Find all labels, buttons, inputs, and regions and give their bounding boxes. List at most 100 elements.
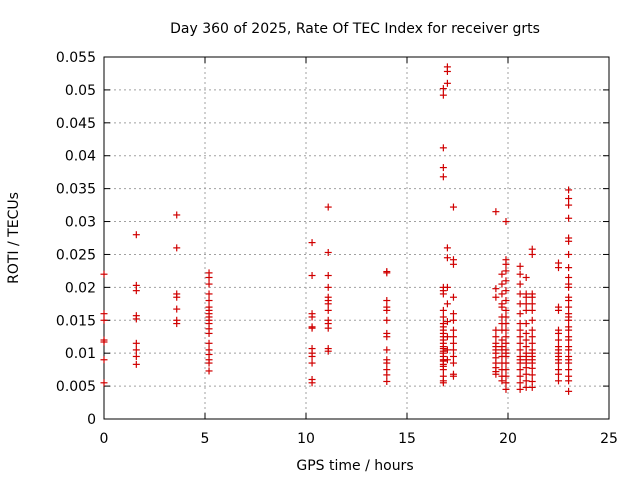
data-point [528,326,536,334]
data-point [324,345,332,353]
data-point [439,313,447,321]
data-point [516,270,524,278]
data-point [439,91,447,99]
data-point [383,329,391,337]
data-point [565,310,573,318]
data-point [443,283,451,291]
data-point [492,326,500,334]
data-point [132,339,140,347]
data-point [565,343,573,351]
y-tick-label: 0.055 [56,50,96,66]
data-point [502,326,510,334]
data-point [516,290,524,298]
data-point [132,231,140,239]
y-tick-label: 0 [87,412,96,428]
data-point [565,234,573,242]
data-point [516,262,524,270]
data-point [502,256,510,264]
data-point [449,346,457,354]
data-point [324,203,332,211]
data-point [565,366,573,374]
data-point [516,352,524,360]
grid-lines [104,57,609,419]
y-tick-label: 0.025 [56,247,96,263]
data-point [502,297,510,305]
x-tick-label: 15 [398,431,416,447]
data-point [516,310,524,318]
data-point [205,290,213,298]
x-tick-label: 10 [297,431,315,447]
data-point [522,370,530,378]
data-point [443,346,451,354]
data-point [383,377,391,385]
data-point [205,280,213,288]
data-point [555,336,562,344]
data-point [565,303,573,311]
data-point [383,316,391,324]
data-point [383,303,391,311]
data-point [498,300,506,308]
data-point [324,272,332,280]
data-point [528,245,536,253]
data-point [555,259,562,267]
data-point [443,356,451,364]
data-point [205,303,213,311]
data-point [502,339,510,347]
data-point [205,269,213,277]
data-point [449,326,457,334]
data-point [522,383,530,391]
data-point [528,383,536,391]
data-point [324,306,332,314]
data-point [516,366,524,374]
data-point [498,280,506,288]
data-point [492,208,500,216]
data-point [565,352,573,360]
data-point [516,320,524,328]
data-point [522,273,530,281]
data-point [308,376,316,384]
chart-title: Day 360 of 2025, Rate Of TEC Index for r… [170,21,540,37]
data-point [173,211,181,219]
data-point [528,371,536,379]
data-point [439,144,447,152]
x-tick-label: 25 [600,431,618,447]
data-point [502,346,510,354]
data-point [555,377,562,385]
plot-frame [103,56,610,420]
y-tick-label: 0.005 [56,379,96,395]
data-point [132,352,140,360]
data-point [443,254,451,262]
data-point [516,385,524,393]
data-point [492,285,500,293]
data-point [516,280,524,288]
data-point [439,306,447,314]
data-point [522,377,530,385]
data-point [555,303,562,311]
data-point [443,79,451,87]
data-point [522,336,530,344]
y-tick-label: 0.02 [65,280,96,296]
data-point [502,277,510,285]
y-tick-label: 0.045 [56,116,96,132]
data-point [498,270,506,278]
data-point [100,379,108,387]
data-point [565,201,573,209]
y-tick-label: 0.01 [65,346,96,362]
data-point [100,310,108,318]
data-point [443,318,451,326]
data-point [100,356,108,364]
data-point [100,270,108,278]
axis-ticks [103,56,610,420]
y-tick-labels: 0 0.005 0.01 0.015 0.02 0.025 0.03 0.035 0.04 0.0… [56,50,96,428]
data-point [383,268,391,276]
data-point [502,267,510,275]
data-point [565,280,573,288]
data-point [522,343,530,351]
data-point [324,248,332,256]
data-point [324,316,332,324]
data-point [522,349,530,357]
data-point [502,287,510,295]
data-point [516,326,524,334]
data-point [522,290,530,298]
data-point [443,333,451,341]
